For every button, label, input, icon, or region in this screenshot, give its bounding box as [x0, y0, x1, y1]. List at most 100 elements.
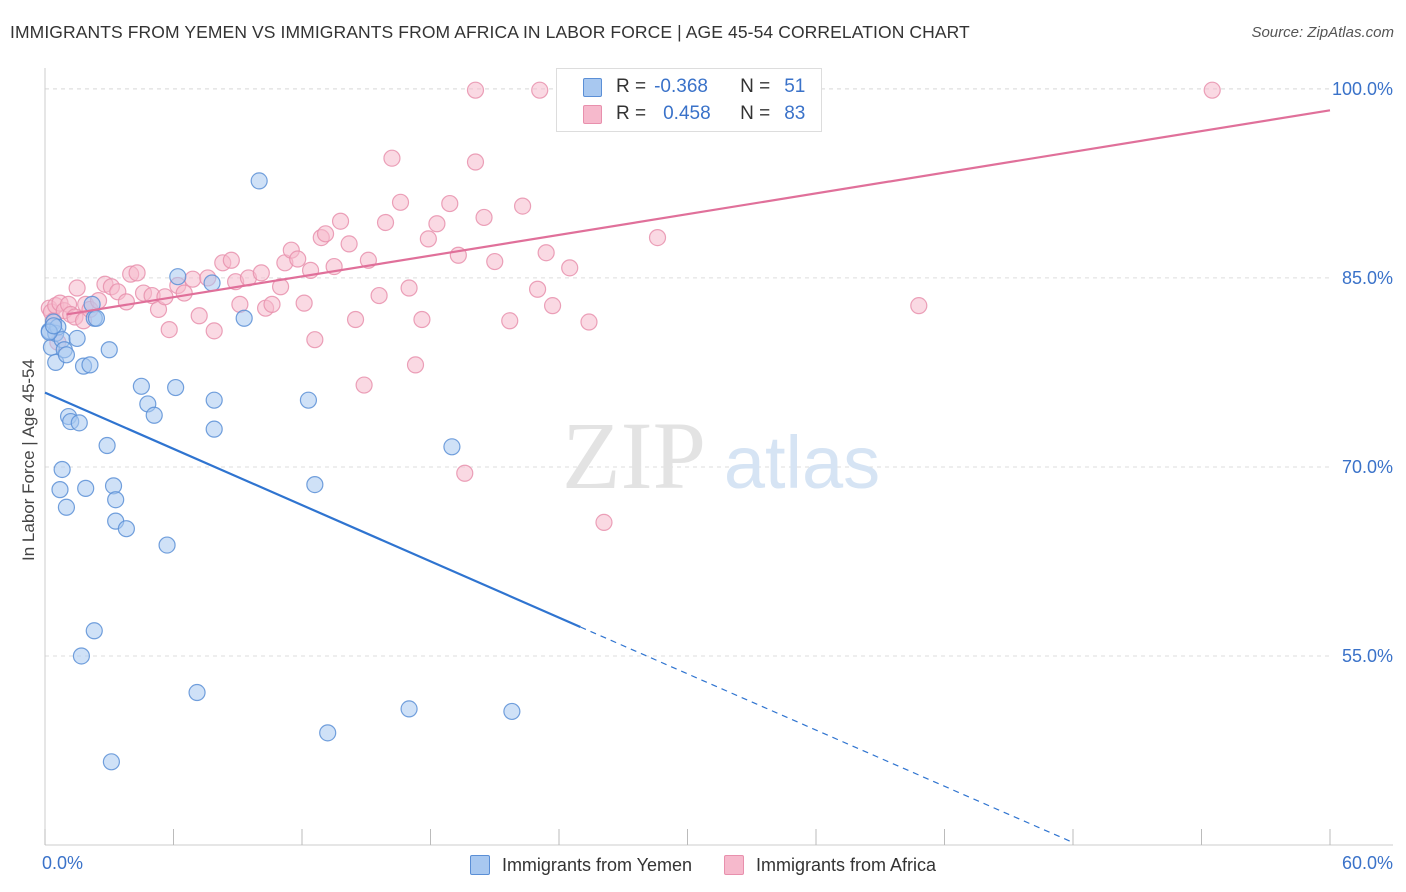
africa-point — [340, 235, 358, 253]
africa-point — [1203, 81, 1221, 99]
yemen-point — [53, 460, 71, 479]
yemen-point — [203, 274, 221, 292]
legend-swatch-pink — [724, 855, 745, 875]
africa-trend-line — [66, 109, 1331, 316]
yemen-point — [77, 479, 95, 497]
africa-point — [117, 293, 135, 311]
africa-point — [370, 286, 388, 305]
legend-label-yemen: Immigrants from Yemen — [501, 854, 693, 875]
yemen-point — [299, 391, 318, 409]
africa-point — [391, 193, 410, 211]
yemen-point — [205, 391, 223, 409]
yemen-trend-extension — [580, 626, 1074, 844]
africa-point — [271, 278, 290, 296]
y-tick-label: 85.0% — [1342, 268, 1393, 288]
yemen-point — [72, 647, 91, 665]
yemen-point — [102, 753, 120, 771]
yemen-point — [107, 491, 125, 509]
legend-r-label: R = — [616, 103, 647, 124]
yemen-point — [205, 420, 223, 438]
africa-point — [486, 252, 504, 271]
trend-lines — [44, 109, 1331, 844]
legend-item-yemen[interactable]: Immigrants from Yemen — [469, 854, 693, 876]
yemen-point — [51, 481, 69, 499]
africa-point — [513, 197, 532, 215]
africa-point — [252, 264, 270, 282]
y-axis-label: In Labor Force | Age 45-54 — [19, 359, 38, 561]
legend-n-label: N = — [740, 76, 771, 97]
africa-point — [475, 208, 493, 227]
yemen-point — [443, 438, 461, 456]
legend-r-label: R = — [616, 76, 647, 97]
africa-point — [406, 356, 425, 374]
yemen-point — [250, 172, 268, 190]
africa-point — [175, 284, 193, 302]
series-legend: Immigrants from Yemen Immigrants from Af… — [0, 852, 1406, 878]
legend-row-africa: R = 0.458 N = 83 — [583, 101, 805, 127]
source-label: Source: ZipAtlas.com — [1251, 24, 1394, 41]
yemen-point — [132, 377, 150, 395]
africa-point — [383, 149, 401, 167]
africa-point — [419, 230, 437, 248]
yemen-point — [100, 341, 118, 359]
data-points — [40, 81, 1221, 771]
yemen-point — [400, 700, 418, 718]
africa-point — [580, 313, 598, 331]
yemen-point — [81, 356, 99, 374]
africa-point — [543, 297, 562, 315]
stats-legend: R = -0.368 N = 51 R = 0.458 N = 83 — [556, 68, 822, 132]
y-tick-label: 70.0% — [1342, 457, 1393, 477]
africa-point — [316, 225, 335, 243]
x-tick-label: 0.0% — [42, 853, 83, 873]
africa-point — [428, 215, 446, 233]
watermark: ZIP atlas — [562, 402, 880, 509]
africa-point — [466, 81, 485, 99]
africa-point — [295, 294, 313, 312]
africa-point — [441, 194, 459, 213]
africa-point — [537, 244, 555, 262]
africa-point — [184, 270, 202, 288]
yemen-point — [167, 378, 185, 397]
legend-swatch-pink — [583, 104, 602, 124]
legend-n-value: 51 — [784, 76, 806, 97]
africa-point — [648, 229, 667, 247]
africa-point — [400, 279, 418, 297]
yemen-point — [87, 309, 106, 327]
legend-item-africa[interactable]: Immigrants from Africa — [724, 855, 936, 876]
grid-lines — [45, 88, 1330, 657]
yemen-point — [319, 724, 337, 742]
chart-title: IMMIGRANTS FROM YEMEN VS IMMIGRANTS FROM… — [10, 22, 970, 42]
yemen-point — [117, 520, 135, 538]
yemen-point — [57, 346, 76, 364]
x-tick-label: 60.0% — [1342, 853, 1393, 873]
yemen-point — [98, 436, 116, 455]
y-tick-label: 100.0% — [1332, 79, 1393, 99]
yemen-point — [235, 309, 253, 327]
legend-r-value: 0.458 — [663, 103, 711, 124]
yemen-point — [145, 406, 163, 424]
yemen-trend-line — [44, 391, 581, 628]
yemen-point — [188, 683, 206, 702]
africa-point — [413, 310, 431, 329]
yemen-point — [503, 702, 521, 721]
africa-point — [595, 513, 613, 531]
yemen-point — [169, 268, 187, 286]
legend-label-africa: Immigrants from Africa — [756, 854, 937, 875]
africa-point — [456, 464, 474, 482]
africa-point — [128, 264, 146, 282]
africa-point — [263, 295, 281, 313]
africa-point — [910, 297, 928, 315]
legend-n-value: 83 — [784, 103, 806, 124]
africa-point — [528, 280, 547, 298]
africa-point — [205, 322, 223, 340]
africa-point — [190, 307, 208, 325]
africa-point — [531, 81, 549, 99]
africa-point — [355, 376, 373, 394]
legend-row-yemen: R = -0.368 N = 51 — [583, 74, 805, 100]
africa-point — [331, 212, 350, 230]
africa-point — [289, 250, 307, 268]
yemen-point — [158, 536, 176, 554]
legend-swatch-blue — [469, 855, 490, 875]
africa-point — [346, 310, 365, 329]
yemen-point — [85, 622, 103, 640]
